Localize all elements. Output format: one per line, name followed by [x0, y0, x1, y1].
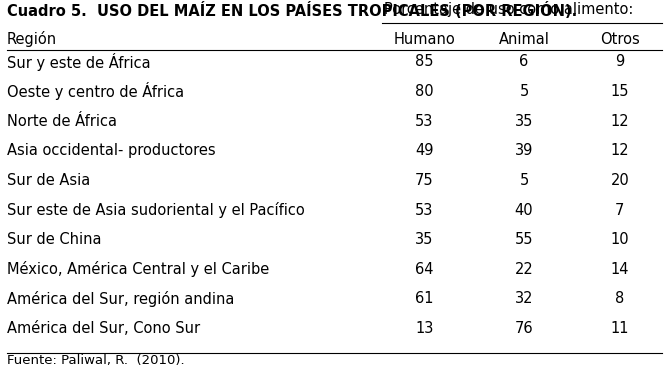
Text: 5: 5 — [519, 84, 529, 99]
Text: Oeste y centro de África: Oeste y centro de África — [7, 82, 184, 100]
Text: Cuadro 5.  USO DEL MAÍZ EN LOS PAÍSES TROPICALES (POR REGIÓN).: Cuadro 5. USO DEL MAÍZ EN LOS PAÍSES TRO… — [7, 2, 577, 19]
Text: 14: 14 — [610, 262, 629, 277]
Text: Región: Región — [7, 32, 57, 47]
Text: 53: 53 — [415, 114, 434, 129]
Text: 10: 10 — [610, 232, 629, 247]
Text: 64: 64 — [415, 262, 434, 277]
Text: 76: 76 — [515, 321, 533, 336]
Text: 12: 12 — [610, 114, 629, 129]
Text: 49: 49 — [415, 143, 434, 158]
Text: 75: 75 — [415, 173, 434, 188]
Text: 85: 85 — [415, 54, 434, 69]
Text: 61: 61 — [415, 291, 434, 306]
Text: 53: 53 — [415, 202, 434, 217]
Text: 22: 22 — [515, 262, 533, 277]
Text: 40: 40 — [515, 202, 533, 217]
Text: 20: 20 — [610, 173, 629, 188]
Text: 80: 80 — [415, 84, 434, 99]
Text: Otros: Otros — [600, 32, 640, 47]
Text: 6: 6 — [519, 54, 529, 69]
Text: Sur de China: Sur de China — [7, 232, 101, 247]
Text: 55: 55 — [515, 232, 533, 247]
Text: 13: 13 — [415, 321, 434, 336]
Text: América del Sur, Cono Sur: América del Sur, Cono Sur — [7, 321, 200, 336]
Text: Sur de Asia: Sur de Asia — [7, 173, 90, 188]
Text: Porcentaje de uso como alimento:: Porcentaje de uso como alimento: — [384, 2, 634, 17]
Text: Norte de África: Norte de África — [7, 114, 116, 129]
Text: 8: 8 — [615, 291, 624, 306]
Text: 12: 12 — [610, 143, 629, 158]
Text: 15: 15 — [610, 84, 629, 99]
Text: México, América Central y el Caribe: México, América Central y el Caribe — [7, 261, 269, 277]
Text: 5: 5 — [519, 173, 529, 188]
Text: 35: 35 — [515, 114, 533, 129]
Text: Asia occidental- productores: Asia occidental- productores — [7, 143, 215, 158]
Text: Humano: Humano — [394, 32, 455, 47]
Text: 9: 9 — [615, 54, 624, 69]
Text: Sur este de Asia sudoriental y el Pacífico: Sur este de Asia sudoriental y el Pacífi… — [7, 202, 305, 218]
Text: Sur y este de África: Sur y este de África — [7, 53, 150, 71]
Text: Fuente: Paliwal, R.  (2010).: Fuente: Paliwal, R. (2010). — [7, 354, 184, 367]
Text: 11: 11 — [610, 321, 629, 336]
Text: 35: 35 — [415, 232, 434, 247]
Text: América del Sur, región andina: América del Sur, región andina — [7, 291, 234, 307]
Text: Animal: Animal — [499, 32, 549, 47]
Text: 39: 39 — [515, 143, 533, 158]
Text: 32: 32 — [515, 291, 533, 306]
Text: 7: 7 — [615, 202, 624, 217]
